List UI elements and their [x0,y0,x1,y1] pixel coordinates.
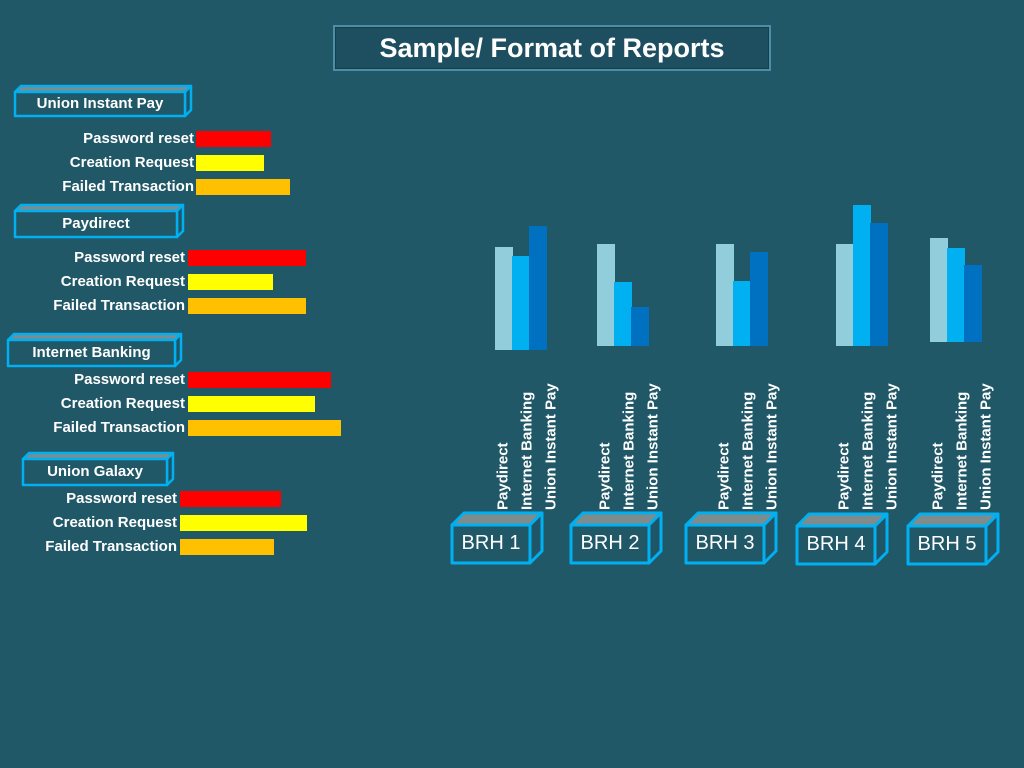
bar-paydirect-brh3 [716,244,734,346]
series-label-paydirect: Paydirect [494,442,511,510]
branch-box: BRH 4 [795,512,903,567]
creation-request-label: Creation Request [60,395,185,412]
branch-box: BRH 2 [569,511,677,566]
panel-title: Paydirect [62,214,130,232]
branch-box: BRH 1 [450,511,558,566]
series-label-internet-banking: Internet Banking [518,392,535,510]
series-label-paydirect: Paydirect [715,442,732,510]
branch-label: BRH 5 [917,532,977,555]
failed-transaction-label: Failed Transaction [45,538,177,555]
failed-transaction-bar [196,179,290,195]
panel-title: Union Galaxy [47,462,143,480]
bar-union-instant-pay-brh3 [750,252,768,346]
failed-transaction-bar [180,539,274,555]
bar-internet-banking-brh4 [853,205,871,346]
series-label-union-instant-pay: Union Instant Pay [883,383,900,510]
password-reset-bar [180,491,281,507]
creation-request-bar [188,396,315,412]
creation-request-bar [196,155,264,171]
bar-paydirect-brh4 [836,244,854,346]
series-label-internet-banking: Internet Banking [859,392,876,510]
branch-box: BRH 5 [906,512,1014,567]
panel-title: Internet Banking [32,343,151,361]
failed-transaction-label: Failed Transaction [62,178,194,195]
branch-label: BRH 4 [806,532,866,555]
creation-request-label: Creation Request [69,154,194,171]
series-label-internet-banking: Internet Banking [620,392,637,510]
bar-paydirect-brh5 [930,238,948,342]
failed-transaction-bar [188,298,306,314]
password-reset-bar [188,372,331,388]
password-reset-bar [188,250,306,266]
panel-title: Union Instant Pay [36,94,164,112]
bar-paydirect-brh1 [495,247,513,350]
password-reset-label: Password reset [74,371,185,388]
bar-union-instant-pay-brh1 [529,226,547,350]
bar-internet-banking-brh1 [512,256,530,350]
series-label-union-instant-pay: Union Instant Pay [644,383,661,510]
panel-title-box: Union Galaxy [21,451,183,494]
creation-request-label: Creation Request [60,273,185,290]
series-label-union-instant-pay: Union Instant Pay [977,383,994,510]
series-label-union-instant-pay: Union Instant Pay [542,383,559,510]
password-reset-label: Password reset [74,249,185,266]
series-label-paydirect: Paydirect [835,442,852,510]
series-label-paydirect: Paydirect [929,442,946,510]
bar-paydirect-brh2 [597,244,615,346]
creation-request-label: Creation Request [52,514,177,531]
failed-transaction-label: Failed Transaction [53,297,185,314]
bar-union-instant-pay-brh4 [870,223,888,346]
failed-transaction-bar [188,420,341,436]
branch-label: BRH 3 [695,531,755,554]
creation-request-bar [188,274,273,290]
creation-request-bar [180,515,307,531]
series-label-paydirect: Paydirect [596,442,613,510]
branch-label: BRH 2 [580,531,640,554]
panel-title-box: Union Instant Pay [13,84,201,125]
bar-internet-banking-brh5 [947,248,965,342]
panel-title-box: Paydirect [13,203,193,246]
bar-union-instant-pay-brh2 [631,307,649,346]
series-label-internet-banking: Internet Banking [953,392,970,510]
failed-transaction-label: Failed Transaction [53,419,185,436]
series-label-internet-banking: Internet Banking [739,392,756,510]
panel-title-box: Internet Banking [6,332,191,375]
password-reset-label: Password reset [66,490,177,507]
branch-label: BRH 1 [461,531,521,554]
password-reset-label: Password reset [83,130,194,147]
branch-box: BRH 3 [684,511,792,566]
series-label-union-instant-pay: Union Instant Pay [763,383,780,510]
password-reset-bar [196,131,271,147]
page-title: Sample/ Format of Reports [333,25,771,71]
bar-union-instant-pay-brh5 [964,265,982,342]
bar-internet-banking-brh3 [733,281,751,346]
bar-internet-banking-brh2 [614,282,632,346]
